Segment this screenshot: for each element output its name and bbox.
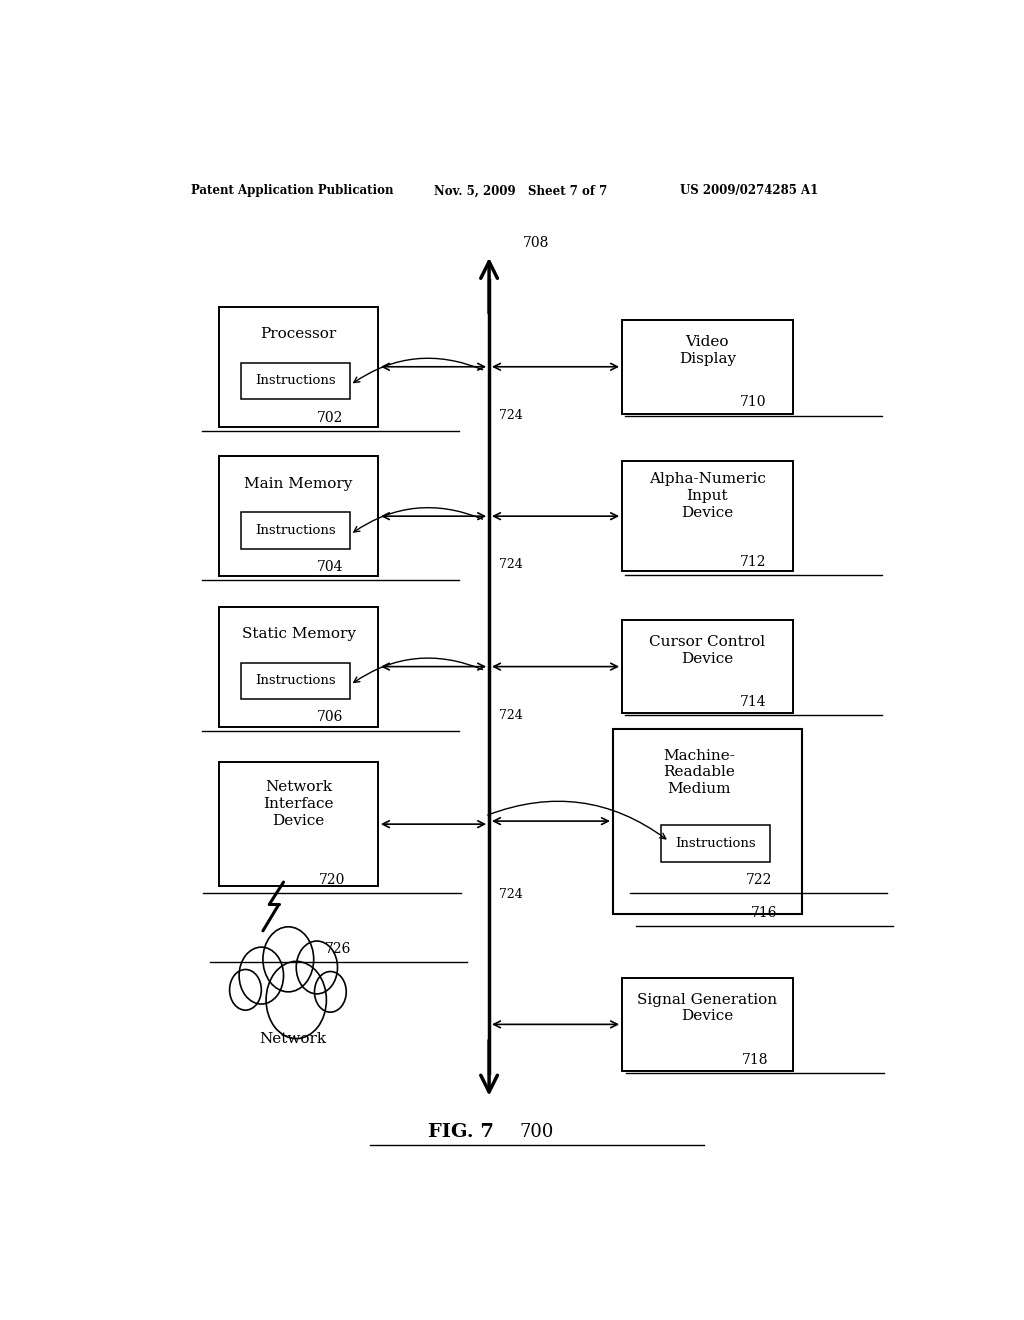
- Text: Machine-
Readable
Medium: Machine- Readable Medium: [664, 748, 735, 796]
- Bar: [219, 607, 378, 726]
- Text: 716: 716: [752, 906, 777, 920]
- Text: Video
Display: Video Display: [679, 335, 736, 366]
- Bar: [660, 825, 770, 862]
- Circle shape: [296, 941, 338, 994]
- Text: 714: 714: [740, 696, 767, 709]
- Text: Instructions: Instructions: [255, 524, 336, 537]
- Text: 724: 724: [499, 558, 522, 572]
- Text: 706: 706: [317, 710, 344, 725]
- Text: Cursor Control
Device: Cursor Control Device: [649, 635, 765, 665]
- Text: 704: 704: [317, 560, 344, 574]
- Text: Instructions: Instructions: [255, 375, 336, 388]
- Text: Instructions: Instructions: [675, 837, 756, 850]
- Bar: [622, 461, 793, 572]
- Bar: [219, 457, 378, 576]
- Circle shape: [239, 948, 284, 1005]
- Text: 720: 720: [318, 873, 345, 887]
- Circle shape: [229, 969, 261, 1010]
- Text: Alpha-Numeric
Input
Device: Alpha-Numeric Input Device: [649, 473, 766, 520]
- Text: 710: 710: [740, 395, 767, 409]
- Bar: [241, 663, 350, 700]
- Text: 724: 724: [499, 888, 522, 900]
- Bar: [622, 620, 793, 713]
- Text: Instructions: Instructions: [255, 675, 336, 688]
- Text: Network: Network: [259, 1032, 327, 1045]
- Bar: [622, 319, 793, 413]
- Text: Static Memory: Static Memory: [242, 627, 355, 642]
- Bar: [219, 762, 378, 886]
- Text: 702: 702: [317, 411, 344, 425]
- Bar: [241, 363, 350, 399]
- Text: 708: 708: [522, 236, 549, 249]
- Circle shape: [314, 972, 346, 1012]
- Text: 718: 718: [741, 1053, 768, 1067]
- Text: Processor: Processor: [260, 327, 337, 342]
- Text: Network
Interface
Device: Network Interface Device: [263, 780, 334, 828]
- Text: 722: 722: [745, 873, 772, 887]
- Text: Nov. 5, 2009   Sheet 7 of 7: Nov. 5, 2009 Sheet 7 of 7: [433, 185, 607, 198]
- Bar: [613, 729, 802, 913]
- Text: US 2009/0274285 A1: US 2009/0274285 A1: [680, 185, 818, 198]
- Text: 700: 700: [519, 1123, 554, 1140]
- Circle shape: [263, 927, 313, 991]
- Text: 712: 712: [740, 554, 767, 569]
- Bar: [219, 306, 378, 426]
- Text: Signal Generation
Device: Signal Generation Device: [637, 993, 777, 1023]
- Circle shape: [266, 961, 327, 1039]
- Bar: [241, 512, 350, 549]
- Bar: [622, 978, 793, 1071]
- Text: Patent Application Publication: Patent Application Publication: [191, 185, 394, 198]
- Text: 726: 726: [325, 942, 351, 956]
- Text: Main Memory: Main Memory: [245, 477, 353, 491]
- Text: 724: 724: [499, 709, 522, 722]
- Text: 724: 724: [499, 409, 522, 422]
- Text: FIG. 7: FIG. 7: [428, 1123, 495, 1140]
